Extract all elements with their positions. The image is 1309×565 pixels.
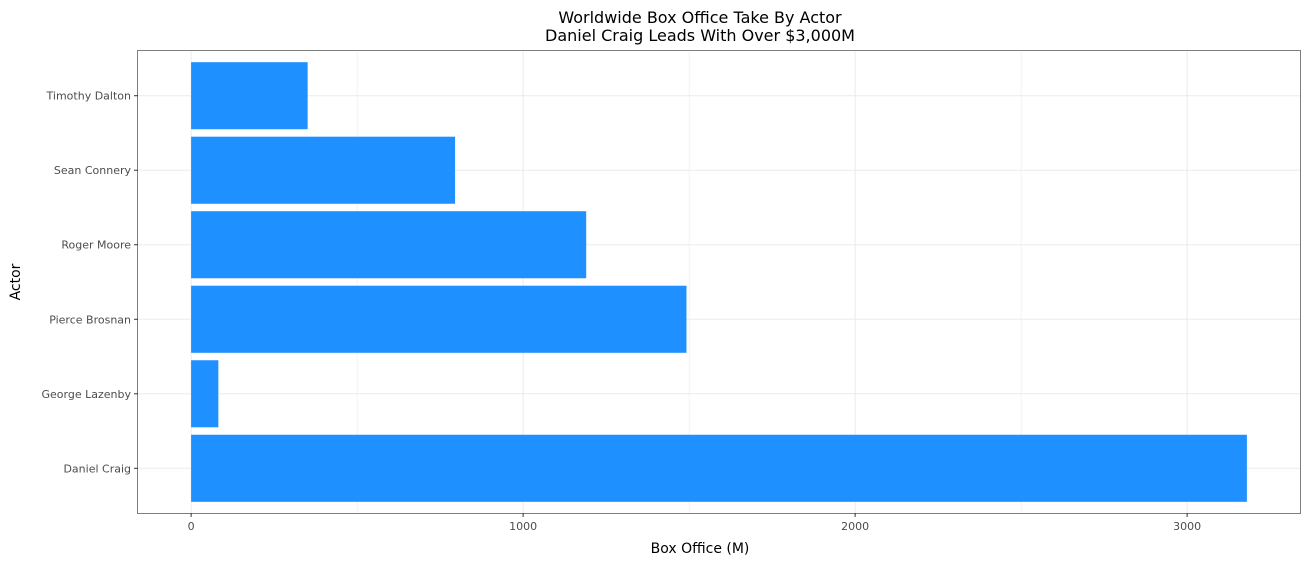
chart-title: Worldwide Box Office Take By Actor [558,8,842,27]
x-tick-label: 3000 [1173,520,1201,533]
panel-border [137,50,1301,514]
x-tick-label: 1000 [509,520,537,533]
y-axis-title: Actor [8,263,24,300]
y-tick-label: George Lazenby [42,388,132,401]
y-tick-label: Daniel Craig [63,462,131,475]
x-tick-label: 2000 [841,520,869,533]
bar-pierce-brosnan [191,285,687,353]
y-axis-ticks: Daniel Craig George Lazenby Pierce Brosnan… [42,90,138,475]
y-tick-label: Roger Moore [61,239,131,252]
y-tick-label: Sean Connery [54,164,132,177]
x-axis-ticks: 0 1000 2000 3000 [188,513,1201,533]
bar-sean-connery [191,136,456,204]
bar-daniel-craig [191,434,1247,502]
y-tick-label: Pierce Brosnan [49,313,131,326]
chart-subtitle: Daniel Craig Leads With Over $3,000M [545,26,855,45]
x-axis-title: Box Office (M) [651,541,750,557]
x-tick-label: 0 [188,520,195,533]
bar-roger-moore [191,211,587,279]
y-tick-label: Timothy Dalton [46,90,131,103]
bar-george-lazenby [191,360,219,428]
bar-timothy-dalton [191,62,308,130]
bars [191,62,1247,502]
